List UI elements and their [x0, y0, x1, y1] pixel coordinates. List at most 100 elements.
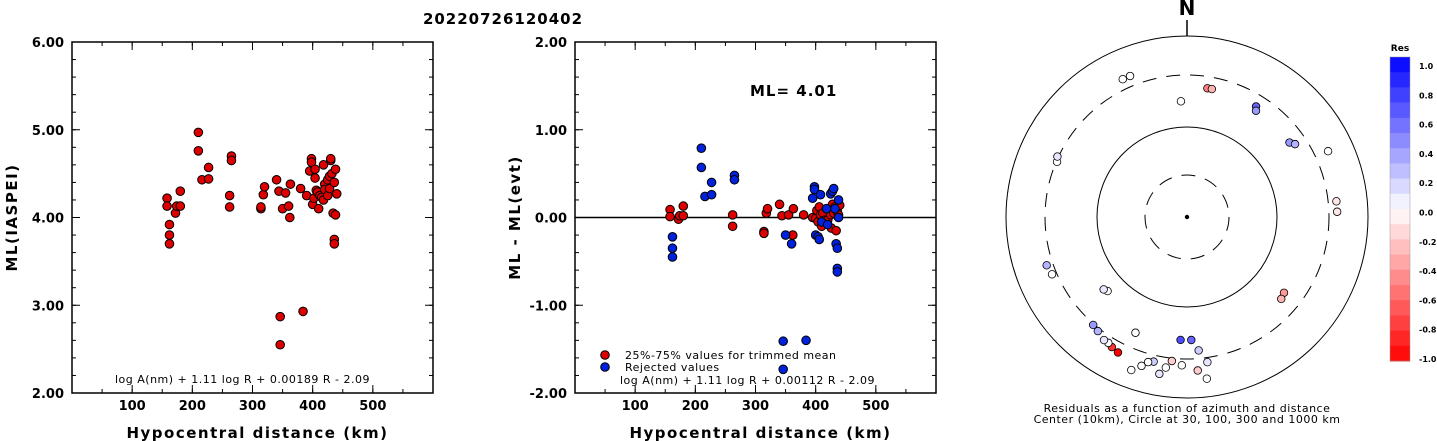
y-tick-label: 3.00 [32, 299, 64, 314]
range-circle-outer [1005, 35, 1369, 399]
colorbar-swatch [1390, 193, 1410, 210]
station-marker [1251, 106, 1261, 115]
colorbar-swatch [1390, 163, 1410, 180]
station-marker [1323, 147, 1333, 156]
data-point [778, 336, 788, 347]
data-point [175, 201, 186, 211]
colorbar-swatch [1390, 330, 1410, 347]
colorbar-frame [1389, 56, 1411, 362]
colorbar-swatch [1390, 133, 1410, 149]
colorbar-swatch [1390, 209, 1410, 225]
x-tick-label: 400 [802, 399, 829, 414]
station-marker [1047, 270, 1057, 279]
station-marker [1155, 369, 1164, 379]
data-point [193, 146, 204, 156]
data-point [310, 164, 320, 175]
data-point [801, 335, 811, 346]
colorbar-tick-label: 1.0 [1419, 62, 1434, 71]
data-point [696, 162, 707, 173]
station-marker [1177, 361, 1187, 370]
colorbar-swatch [1390, 87, 1410, 104]
y-tick-label: 2.00 [535, 36, 567, 51]
data-point [258, 189, 269, 200]
data-point [727, 210, 738, 220]
colorbar-title: Res [1391, 44, 1409, 54]
data-point [780, 230, 791, 240]
data-point [226, 155, 237, 166]
y-tick-label: -2.00 [530, 387, 567, 402]
colorbar-swatch [1390, 57, 1410, 73]
data-point [256, 202, 266, 212]
colorbar-swatch [1390, 72, 1410, 88]
data-point [696, 143, 707, 153]
data-point [331, 189, 342, 199]
colorbar-tick-label: 0.2 [1419, 179, 1433, 188]
data-point [828, 183, 839, 194]
data-point [164, 219, 175, 230]
colorbar-tick-label: -0.2 [1419, 238, 1437, 247]
station-marker [1207, 84, 1217, 94]
colorbar-tick-label: -0.8 [1419, 326, 1437, 335]
colorbar-tick-label: -0.4 [1419, 267, 1437, 276]
data-point [809, 184, 820, 195]
legend-label-rejected: Rejected values [625, 361, 720, 374]
station-marker [1277, 294, 1286, 304]
data-point [224, 202, 235, 212]
station-marker [1042, 261, 1051, 270]
data-point [678, 210, 689, 221]
data-point [285, 212, 295, 223]
station-marker [1167, 356, 1177, 366]
station-marker [1187, 335, 1196, 345]
data-point [774, 199, 785, 210]
data-point [786, 239, 797, 249]
colorbar-swatch [1390, 239, 1410, 256]
data-point [667, 232, 678, 242]
data-point [330, 210, 341, 220]
legend-label-trimmed: 25%-75% values for trimmed mean [625, 349, 837, 362]
data-point [318, 160, 329, 170]
y-tick-label: 0.00 [535, 212, 567, 227]
data-point [325, 153, 336, 164]
data-point [203, 162, 214, 173]
data-point [175, 186, 186, 196]
station-marker [1127, 365, 1136, 375]
data-point [798, 210, 809, 220]
chart-azimuth-distance: N Residuals as a function of azimuth and … [1005, 0, 1369, 426]
station-marker [1176, 335, 1185, 345]
colorbar-swatch [1390, 117, 1410, 134]
ml-value-label: ML= 4.01 [750, 82, 837, 100]
x-tick-label: 500 [862, 399, 889, 414]
colorbar-swatch [1390, 285, 1410, 301]
caption-line-1: Residuals as a function of azimuth and d… [1044, 402, 1331, 415]
station-marker [1113, 348, 1123, 357]
colorbar-tick-label: -1.0 [1419, 355, 1437, 364]
caption-line-2: Center (10km), Circle at 30, 100, 300 an… [1034, 413, 1341, 426]
data-point [330, 164, 341, 175]
station-marker [1332, 207, 1342, 216]
data-point [193, 127, 204, 138]
plot-frame [71, 41, 434, 394]
station-marker [1053, 152, 1062, 161]
station-marker [1176, 97, 1186, 106]
station-marker [1193, 366, 1202, 375]
station-marker [1143, 357, 1153, 367]
data-point [833, 212, 844, 223]
station-marker [1131, 328, 1140, 337]
data-point [298, 306, 308, 317]
data-point [706, 177, 717, 188]
x-tick-label: 200 [179, 399, 206, 414]
x-tick-label: 300 [742, 399, 769, 414]
data-point [833, 195, 844, 205]
data-point [831, 225, 841, 236]
data-point [164, 239, 175, 249]
y-tick-label: 6.00 [32, 36, 64, 51]
station-marker [1332, 197, 1341, 206]
legend-marker-rejected [600, 362, 610, 372]
colorbar-swatch [1390, 178, 1410, 195]
colorbar-swatch [1390, 254, 1410, 271]
data-point [329, 239, 340, 249]
figure-title: 20220726120402 [423, 10, 583, 28]
range-circle-dashed-inner [1144, 174, 1230, 260]
data-point [275, 311, 285, 322]
y-tick-label: 2.00 [32, 387, 64, 402]
